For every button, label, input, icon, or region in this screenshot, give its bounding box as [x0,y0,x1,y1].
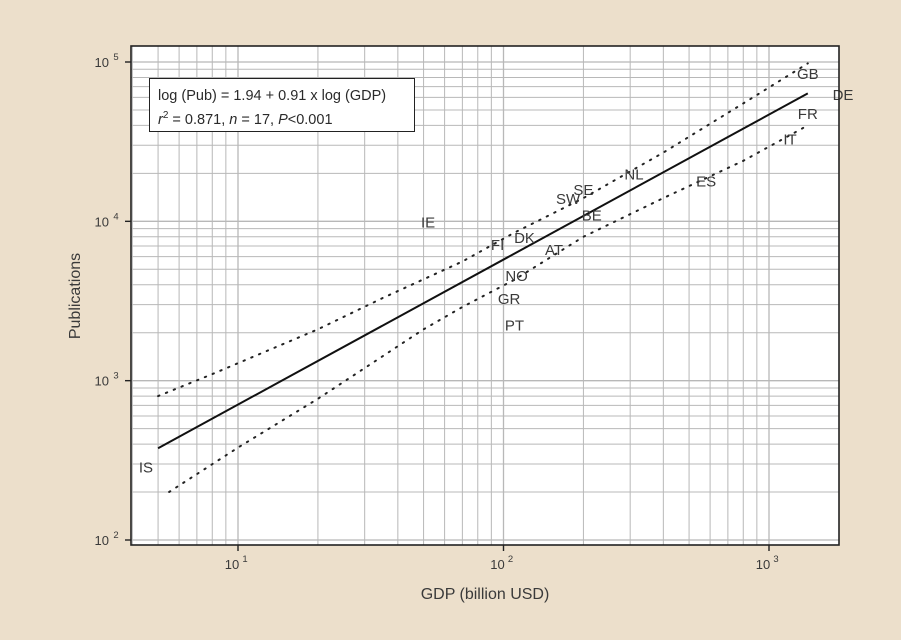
x-tick-label: 10 [225,557,239,572]
point-label: NO [505,268,528,285]
y-tick-label: 10 [95,374,109,389]
point-label: ES [696,174,716,191]
r2-exponent: 2 [162,110,169,121]
y-tick-label-exponent: 4 [113,211,118,222]
y-tick-label-exponent: 3 [113,371,118,382]
n-value: = 17, [237,111,279,128]
y-tick-label-exponent: 5 [113,52,118,63]
point-label: FR [798,106,818,123]
regression-equation-box: log (Pub) = 1.94 + 0.91 x log (GDP) r2 =… [149,78,415,132]
r2-symbol: r [158,111,163,128]
y-axis-label: Publications [67,253,84,339]
y-tick-label: 10 [95,533,109,548]
r2-value: = 0.871, [168,111,230,128]
y-tick-label-exponent: 2 [113,530,118,541]
n-symbol: n [229,111,238,128]
x-tick-label-exponent: 2 [508,554,513,565]
point-label: IS [139,459,153,476]
point-label: PT [505,318,524,335]
point-label: GR [498,291,521,308]
x-axis-label: GDP (billion USD) [421,586,550,603]
x-tick-label-exponent: 1 [242,554,247,565]
point-label: SW [556,191,581,208]
ticks: 10 1 10 2 10 310 210 310 410 5 [95,52,779,572]
confidence-band [157,62,809,493]
point-label: DK [514,230,535,247]
point-label: GB [797,66,819,83]
confidence-band-upper [157,62,809,398]
x-tick-label: 10 [490,557,504,572]
x-tick-label-exponent: 3 [773,554,778,565]
plot-frame [130,45,840,546]
equation-line: log (Pub) = 1.94 + 0.91 x log (GDP) [158,88,387,104]
point-label: NL [624,166,643,183]
y-tick-label: 10 [95,55,109,70]
point-label: BE [582,208,602,225]
point-label: SE [573,182,593,199]
regression-layer [157,92,809,450]
p-symbol: P [278,111,288,128]
y-tick-label: 10 [95,214,109,229]
point-label: DE [833,87,854,104]
point-label: FI [491,237,504,254]
p-value: <0.001 [287,111,333,128]
point-label: IT [783,132,796,149]
x-tick-label: 10 [756,557,770,572]
point-label: IE [421,214,435,231]
stats-line: r2 = 0.871, n = 17, P<0.001 [158,106,414,130]
point-label: AT [545,242,563,259]
regression-line [157,92,809,450]
